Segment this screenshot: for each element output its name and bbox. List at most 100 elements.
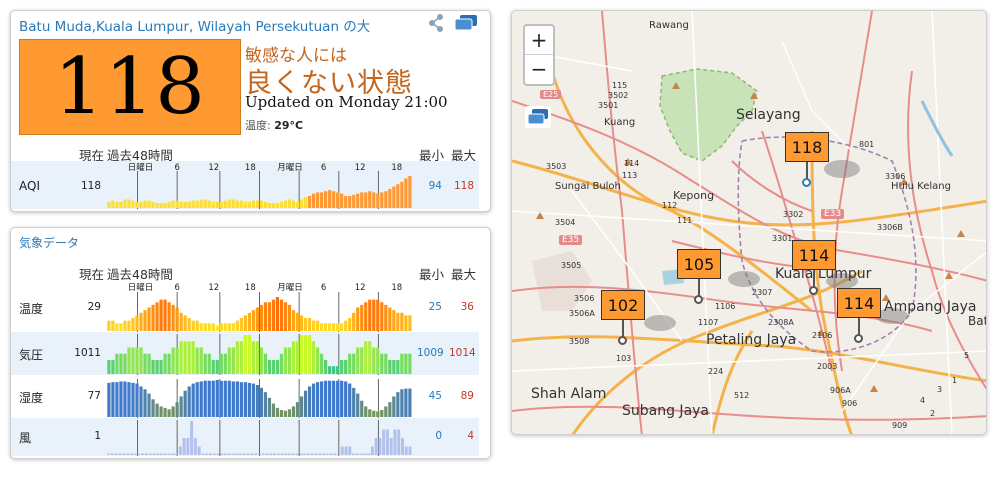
map-road-label: 2 — [930, 409, 936, 418]
station-pin[interactable]: 114 — [792, 240, 836, 295]
pressure-bar — [295, 341, 300, 374]
aqi-bar — [360, 192, 364, 208]
temperature-bar — [255, 307, 259, 331]
station-pin[interactable]: 102 — [601, 290, 645, 345]
humidity-bar — [171, 406, 175, 417]
aqi-value-box: 118 — [19, 39, 241, 135]
aqi-bar — [408, 176, 412, 208]
map-road-label: 112 — [662, 201, 678, 210]
map-road-badge: E33 — [821, 209, 845, 219]
humidity-bar — [275, 407, 280, 417]
weather-row-wind: 風 1 0 4 — [11, 418, 479, 456]
weather-row-min: 45 — [428, 390, 442, 402]
wind-bar — [359, 453, 363, 455]
weather-section-title: 気象データ — [19, 236, 80, 250]
wind-bar — [250, 453, 254, 455]
wind-bar — [227, 453, 231, 455]
humidity-sparkline[interactable] — [107, 375, 412, 418]
humidity-bar — [372, 410, 376, 417]
map-card[interactable]: Rawang Selayang Kuang Sungai Buloh Kepon… — [511, 10, 987, 435]
wind-bar — [224, 453, 227, 455]
layers-icon[interactable] — [454, 14, 478, 32]
wind-sparkline[interactable] — [107, 418, 412, 456]
wind-bar — [137, 453, 141, 455]
wind-bar — [197, 446, 201, 455]
aqi-bar — [231, 199, 235, 208]
weather-row-temperature: 温度 29 日曜日 6 12 18 月曜日 6 12 18 25 36 — [11, 280, 479, 332]
humidity-bar — [267, 397, 272, 417]
weather-row-current: 1 — [94, 430, 101, 442]
pressure-bar — [360, 347, 364, 374]
temperature-bar — [324, 323, 328, 331]
time-tick-label: 6 — [174, 283, 179, 293]
wind-bar — [156, 453, 160, 455]
zoom-in-button[interactable]: + — [525, 26, 553, 55]
share-icon[interactable] — [428, 14, 444, 32]
aqi-bar — [396, 184, 400, 208]
station-title[interactable]: Batu Muda,Kuala Lumpur, Wilayah Persekut… — [19, 19, 371, 35]
pressure-bar — [388, 359, 392, 374]
wind-bar — [242, 453, 246, 455]
pressure-bar — [235, 341, 239, 374]
pressure-bar — [408, 353, 412, 374]
pressure-bar — [211, 359, 215, 374]
wind-bar — [201, 453, 205, 455]
wind-bar — [118, 453, 122, 455]
temperature-bar — [340, 323, 344, 331]
pressure-bar — [175, 347, 179, 374]
temperature-sparkline[interactable]: 日曜日 6 12 18 月曜日 6 12 18 — [107, 280, 412, 332]
temperature-bar — [336, 323, 340, 331]
humidity-bar — [376, 411, 380, 417]
pressure-bar — [311, 341, 316, 374]
humidity-bar — [324, 380, 328, 417]
pressure-bar — [215, 359, 219, 374]
map-road-label: 4 — [920, 396, 926, 405]
temperature-bar — [191, 320, 195, 331]
weather-row-max: 4 — [467, 430, 474, 442]
humidity-bar — [384, 406, 388, 417]
temperature-bar — [131, 318, 135, 331]
weather-row-current: 77 — [87, 390, 101, 402]
aqi-bar — [352, 194, 356, 208]
pressure-bar — [163, 353, 167, 374]
aqi-bar — [235, 200, 239, 208]
weather-row-min: 1009 — [417, 347, 444, 359]
pressure-bar — [119, 353, 123, 374]
time-tick-label: 12 — [355, 283, 366, 293]
humidity-bar — [111, 382, 115, 417]
wind-bar — [325, 453, 329, 455]
station-pin[interactable]: 114 — [837, 288, 881, 343]
pin-stem — [806, 162, 808, 180]
map-road-label: 1 — [952, 376, 958, 385]
wind-bar — [160, 453, 163, 455]
map-layers-button[interactable] — [525, 106, 551, 132]
aqi-sparkline[interactable]: 日曜日 6 12 18 月曜日 6 12 18 — [107, 161, 412, 209]
humidity-bar — [239, 382, 243, 417]
temperature-bar — [392, 310, 396, 331]
pressure-sparkline[interactable] — [107, 332, 412, 375]
pressure-bar — [187, 341, 191, 374]
temperature-bar — [155, 302, 159, 331]
humidity-bar — [404, 388, 408, 417]
wind-bar — [148, 453, 152, 455]
pressure-bar — [251, 341, 255, 374]
map-canvas[interactable] — [512, 11, 987, 435]
station-pin[interactable]: 118 — [785, 132, 829, 187]
temperature-value: 29°C — [274, 119, 304, 132]
temperature-bar — [279, 299, 284, 331]
zoom-out-button[interactable]: − — [530, 57, 548, 81]
pressure-bar — [223, 353, 227, 374]
temperature-bar — [195, 320, 199, 331]
map-road-badge: E25 — [540, 90, 562, 99]
station-pin[interactable]: 105 — [677, 249, 721, 304]
temperature-bar — [384, 304, 388, 331]
weather-row-pressure: 気圧 1011 1009 1014 — [11, 332, 479, 375]
aqi-bar — [211, 201, 215, 208]
map-road-label: 5 — [964, 351, 970, 360]
wind-bar — [321, 453, 325, 455]
aqi-bar — [179, 201, 183, 208]
map-road-label: 1107 — [698, 318, 719, 327]
map-road-label: 2003 — [817, 362, 838, 371]
station-pin-value: 105 — [677, 249, 721, 279]
humidity-bar — [231, 381, 235, 417]
